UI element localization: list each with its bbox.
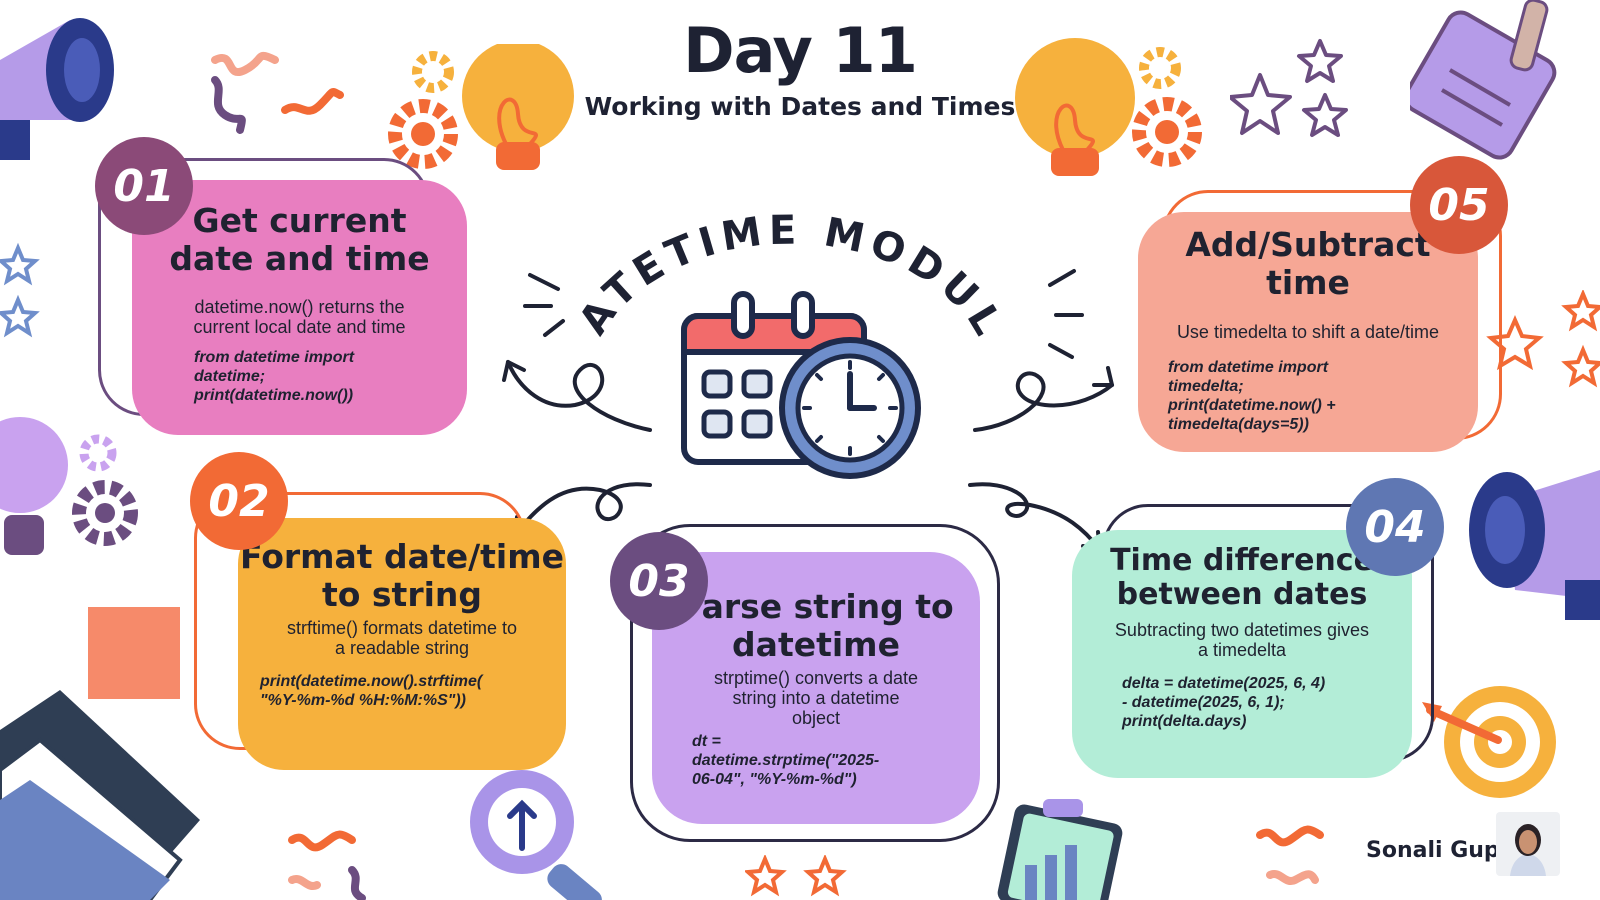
card-code: delta = datetime(2025, 6, 4) - datetime(… (1122, 674, 1325, 731)
card-code-line: 06-04", "%Y-%m-%d") (692, 771, 857, 788)
squiggle-right-decoration (1256, 825, 1324, 885)
step-badge-01: 01 (95, 137, 193, 235)
card-code-line: print(datetime.now() + (1168, 397, 1336, 414)
card-code-line: timedelta(days=5)) (1168, 416, 1309, 433)
stars-decoration (1230, 39, 1348, 137)
card-code: from datetime import timedelta; print(da… (1168, 358, 1336, 434)
step-badge-02: 02 (190, 452, 288, 550)
card-description: Use timedelta to shift a date/time (1138, 322, 1478, 342)
lightbulb-gear-left-icon (0, 417, 138, 555)
card-description-line: current local date and time (193, 317, 406, 337)
folder-icon (0, 690, 200, 900)
card-code-line: print(delta.days) (1122, 713, 1247, 730)
card-description: Subtracting two datetimes gives a timede… (1072, 620, 1412, 660)
page-subtitle: Working with Dates and Times (584, 92, 1016, 121)
card-description-line: strftime() formats datetime to (286, 618, 518, 638)
card-code-line: from datetime import (194, 349, 355, 366)
card-description: strftime() formats datetime to a readabl… (238, 618, 566, 658)
step-card-add-subtract: Add/Subtract time Use timedelta to shift… (1138, 212, 1478, 452)
clipboard-chart-icon (997, 799, 1123, 900)
card-code-line: datetime.strptime("2025- (692, 752, 880, 769)
card-description-line: a readable string (334, 638, 470, 658)
card-title-line: Add/Subtract (1185, 225, 1431, 264)
card-description-line: a timedelta (1197, 640, 1287, 660)
author-avatar (1496, 812, 1560, 876)
megaphone-icon (0, 18, 114, 160)
card-description-line: object (791, 708, 841, 728)
card-description-line: strptime() converts a date (713, 668, 919, 688)
card-title-line: time (1266, 263, 1350, 302)
card-title-line: datetime (732, 625, 900, 664)
card-title: Format date/time to string (238, 538, 566, 614)
step-card-format: Format date/time to string strftime() fo… (238, 518, 566, 770)
step-badge-04: 04 (1346, 478, 1444, 576)
card-code-line: delta = datetime(2025, 6, 4) (1122, 675, 1326, 692)
card-description-line: string into a datetime (732, 688, 900, 708)
megaphone-right-icon (1469, 470, 1600, 620)
card-title-line: Time difference (1110, 543, 1374, 578)
card-code-line: print(datetime.now()) (194, 387, 354, 404)
card-title: Parse string to datetime (652, 588, 980, 664)
card-title-line: date and time (169, 239, 430, 278)
card-title: Time difference between dates (1072, 544, 1412, 612)
target-dart-icon (1422, 686, 1556, 798)
orange-square-decoration (88, 607, 180, 699)
stars-left-decoration (0, 242, 40, 338)
card-code-line: dt = (692, 733, 721, 750)
step-badge-05: 05 (1410, 156, 1508, 254)
card-title-line: Parse string to (678, 587, 954, 626)
notebook-pen-icon (1410, 0, 1557, 160)
squiggle-bottom-decoration (288, 830, 366, 900)
stars-bottom-decoration (745, 855, 847, 897)
step-badge-03: 03 (610, 532, 708, 630)
card-title: Add/Subtract time (1138, 226, 1478, 302)
card-code-line: datetime; (194, 368, 266, 385)
card-description: strptime() converts a date string into a… (652, 668, 980, 728)
card-description-line: datetime.now() returns the (194, 297, 405, 317)
step-card-difference: Time difference between dates Subtractin… (1072, 530, 1412, 778)
card-title-line: to string (321, 575, 483, 614)
magnifier-upload-icon (470, 770, 602, 900)
card-code-line: timedelta; (1168, 378, 1244, 395)
card-code-line: - datetime(2025, 6, 1); (1122, 694, 1285, 711)
lightbulb-gears-icon (388, 44, 574, 170)
card-title-line: between dates (1116, 577, 1368, 612)
page-title: Day 11 (683, 14, 918, 87)
card-code-line: print(datetime.now().strftime( (260, 673, 483, 690)
stars-right-decoration (1486, 290, 1600, 388)
card-description-line: Use timedelta to shift a date/time (1176, 322, 1440, 342)
card-code: dt = datetime.strptime("2025- 06-04", "%… (692, 732, 879, 789)
calendar-clock-icon (681, 291, 921, 479)
card-code: print(datetime.now().strftime( "%Y-%m-%d… (260, 672, 482, 710)
card-title: Get current date and time (132, 202, 467, 278)
card-title-line: Format date/time (239, 537, 565, 576)
squiggle-decoration (211, 51, 344, 134)
card-code: from datetime import datetime; print(dat… (194, 348, 354, 405)
step-card-parse: Parse string to datetime strptime() conv… (652, 552, 980, 824)
card-description: datetime.now() returns the current local… (132, 297, 467, 337)
lightbulb-gears-icon-right (1015, 38, 1202, 176)
card-title-line: Get current (192, 201, 407, 240)
step-card-get-current: Get current date and time datetime.now()… (132, 180, 467, 435)
card-code-line: "%Y-%m-%d %H:%M:%S")) (260, 692, 466, 709)
card-description-line: Subtracting two datetimes gives (1114, 620, 1370, 640)
card-outline-03 (630, 524, 1000, 842)
card-code-line: from datetime import (1168, 359, 1329, 376)
